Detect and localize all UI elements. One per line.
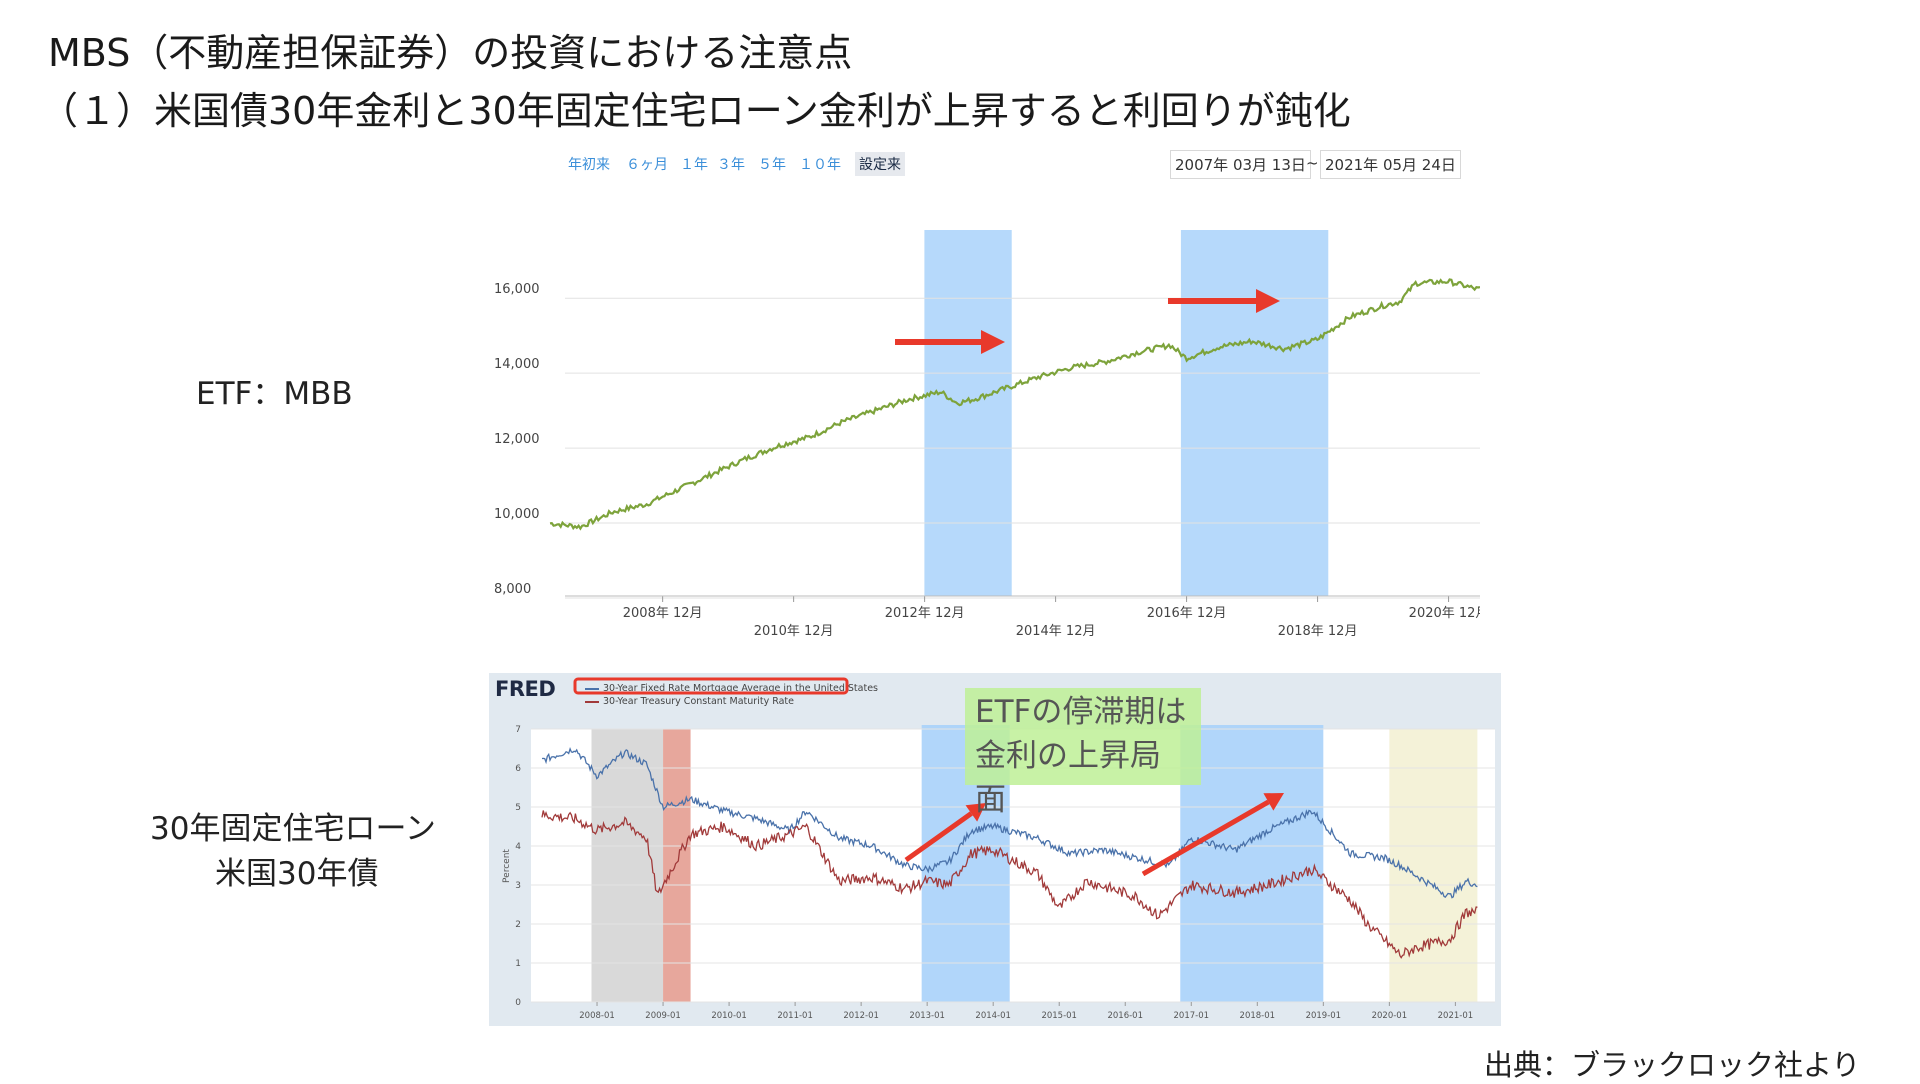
y-tick-label-0: 8,000 (494, 582, 531, 597)
fred-y-tick-6: 6 (515, 764, 521, 774)
fred-x-tick-label-8: 2016-01 (1107, 1011, 1143, 1021)
x-tick-label-upper-1: 2012年 12月 (885, 606, 965, 621)
fred-x-tick-label-5: 2013-01 (909, 1011, 945, 1021)
arrow-upper-left-head (981, 330, 1005, 354)
highlight-band-0 (924, 230, 1012, 596)
y-tick-label-2: 12,000 (494, 432, 540, 447)
treasury-rate-line (541, 810, 1478, 959)
fred-x-tick-label-1: 2009-01 (645, 1011, 681, 1021)
fred-x-tick-label-11: 2019-01 (1306, 1011, 1342, 1021)
fred-x-tick-label-6: 2014-01 (975, 1011, 1011, 1021)
date-from-field[interactable]: 2007年 03月 13日 (1170, 150, 1311, 179)
shaded-period-1 (663, 729, 691, 1002)
range-button-4[interactable]: ５年 (758, 157, 786, 173)
fred-arrow-left-shaft (904, 811, 973, 863)
x-tick-label-lower-0: 2010年 12月 (754, 624, 834, 639)
date-separator: ~ (1306, 154, 1319, 172)
fred-y-axis-label: Percent (502, 849, 512, 883)
legend-treasury-text: 30-Year Treasury Constant Maturity Rate (603, 696, 794, 707)
shaded-period-2 (1389, 729, 1478, 1002)
legend-swatch-treasury (585, 700, 599, 703)
legend-highlight-box (573, 677, 849, 695)
y-tick-label-3: 14,000 (494, 357, 540, 372)
fred-logo: FRED (495, 677, 556, 701)
fred-x-tick-label-3: 2011-01 (777, 1011, 813, 1021)
fred-x-tick-label-0: 2008-01 (579, 1011, 615, 1021)
fred-x-tick-label-4: 2012-01 (843, 1011, 879, 1021)
fred-y-tick-0: 0 (515, 998, 521, 1008)
annotation-box: ETFの停滞期は 金利の上昇局面 (965, 688, 1201, 818)
etf-price-chart: 年初来 ６ヶ月 １年 ３年 ５年 １０年 設定来 2007年 03月 13日 ~ 2021年… (480, 140, 1480, 640)
fred-arrow-left-head (965, 803, 986, 822)
slide-title-line-1: MBS（不動産担保証券）の投資における注意点 (48, 31, 853, 75)
etf-price-line (549, 278, 1480, 531)
source-credit: 出典：ブラックロック社より (1484, 1048, 1861, 1082)
fred-chart-label-treasury: 米国30年債 (215, 856, 379, 892)
range-button-5[interactable]: １０年 (799, 157, 841, 173)
range-button-3[interactable]: ３年 (717, 157, 745, 173)
y-tick-label-4: 16,000 (494, 282, 540, 297)
etf-chart-label: ETF：MBB (196, 376, 353, 412)
range-button-6[interactable]: 設定来 (855, 152, 905, 176)
etf-plot: 8,000 10,000 12,000 14,000 16,000 2008年 12月 20… (494, 230, 1480, 639)
range-button-0[interactable]: 年初来 (568, 157, 610, 173)
fred-x-tick-label-2: 2010-01 (711, 1011, 747, 1021)
annotation-line-1: ETFの停滞期は (975, 694, 1187, 730)
fred-arrow-right-shaft (1141, 799, 1270, 877)
slide-title-line-2: （１）米国債30年金利と30年固定住宅ローン金利が上昇すると利回りが鈍化 (40, 89, 1351, 133)
fred-x-tick-label-10: 2018-01 (1240, 1011, 1276, 1021)
range-button-2[interactable]: １年 (680, 157, 708, 173)
highlight-band-1 (1180, 230, 1329, 596)
fred-y-tick-5: 5 (515, 803, 521, 813)
x-tick-label-upper-3: 2020年 12月 (1409, 606, 1480, 621)
x-tick-label-lower-1: 2014年 12月 (1016, 624, 1096, 639)
fred-y-tick-7: 7 (515, 725, 521, 735)
legend-mortgage-text: 30-Year Fixed Rate Mortgage Average in t… (603, 683, 878, 694)
annotation-line-2: 金利の上昇局面 (975, 738, 1161, 818)
x-tick-label-upper-0: 2008年 12月 (623, 606, 703, 621)
y-tick-label-1: 10,000 (494, 507, 540, 522)
x-tick-label-lower-2: 2018年 12月 (1278, 624, 1358, 639)
fred-chart-label-mortgage: 30年固定住宅ローン (150, 811, 436, 847)
fred-y-tick-2: 2 (515, 920, 521, 930)
date-to-field[interactable]: 2021年 05月 24日 (1320, 150, 1461, 179)
fred-x-tick-label-12: 2020-01 (1372, 1011, 1408, 1021)
fred-x-tick-label-9: 2017-01 (1174, 1011, 1210, 1021)
mortgage-rate-line (541, 746, 1478, 899)
fred-y-tick-4: 4 (515, 842, 521, 852)
legend-mortgage: 30-Year Fixed Rate Mortgage Average in t… (585, 683, 878, 694)
x-tick-label-upper-2: 2016年 12月 (1147, 606, 1227, 621)
range-button-1[interactable]: ６ヶ月 (626, 157, 668, 173)
fred-x-tick-label-7: 2015-01 (1041, 1011, 1077, 1021)
legend-treasury: 30-Year Treasury Constant Maturity Rate (585, 696, 794, 707)
fred-x-tick-label-13: 2021-01 (1438, 1011, 1474, 1021)
legend-swatch-mortgage (585, 687, 599, 690)
fred-y-tick-1: 1 (515, 959, 521, 969)
fred-y-tick-3: 3 (515, 881, 521, 891)
fred-highlight-band-1 (1180, 725, 1324, 1002)
fred-arrow-right-head (1263, 793, 1284, 811)
arrow-upper-right-head (1256, 289, 1280, 313)
